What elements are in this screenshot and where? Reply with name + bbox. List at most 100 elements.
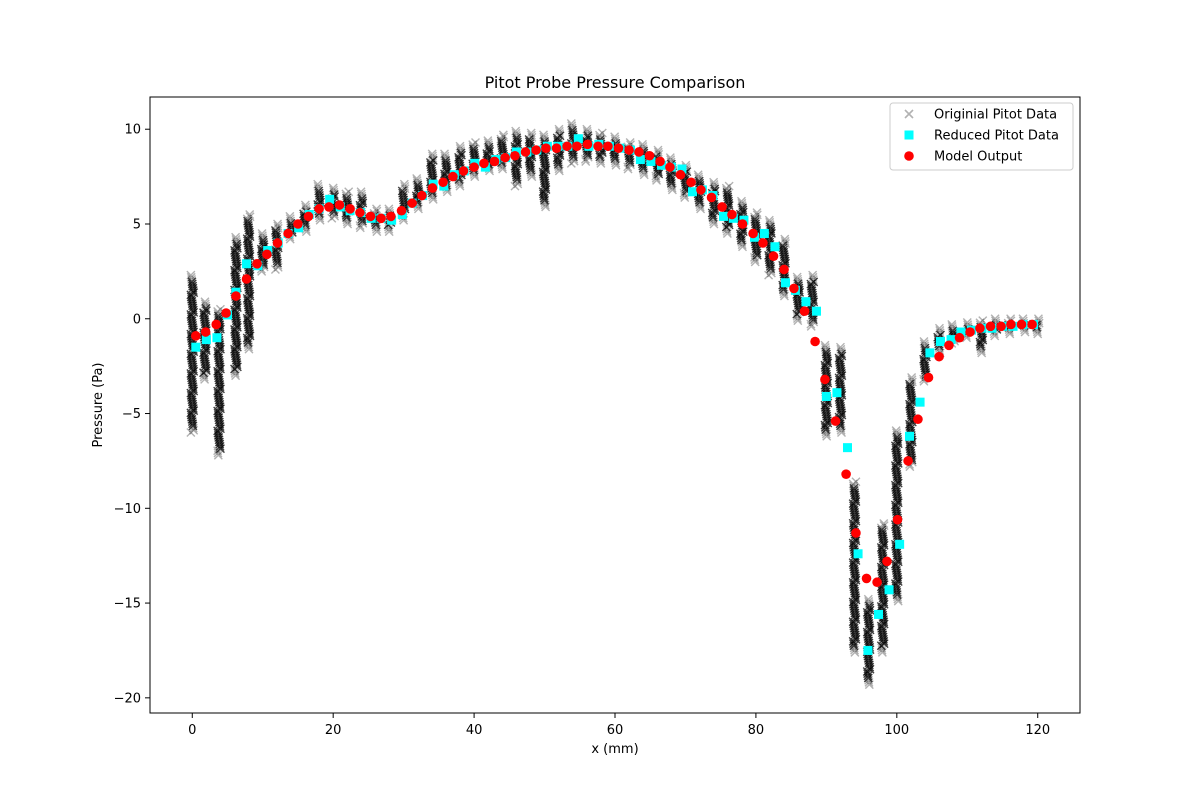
original-data-point <box>213 448 223 458</box>
model-output-point <box>644 150 655 161</box>
original-data-point <box>779 291 789 301</box>
model-output-point <box>830 416 841 426</box>
reduced-data-point <box>821 391 831 401</box>
model-output-point <box>562 141 572 152</box>
model-output-point <box>407 198 417 208</box>
original-data-point <box>230 368 240 378</box>
model-output-point <box>603 141 613 152</box>
original-data-point <box>907 375 917 385</box>
original-data-point <box>230 364 240 374</box>
original-data-point <box>893 496 903 506</box>
model-output-point <box>190 331 201 341</box>
original-data-point <box>215 402 225 412</box>
original-data-point <box>215 342 225 352</box>
original-data-point <box>470 137 480 147</box>
original-data-point <box>779 289 789 299</box>
reduced-data-point <box>956 327 966 337</box>
original-data-point <box>384 224 394 234</box>
original-data-point <box>611 160 621 170</box>
original-data-cluster <box>186 270 199 437</box>
original-data-point <box>610 154 620 164</box>
original-data-point <box>499 132 509 142</box>
model-output-point <box>913 414 923 425</box>
original-data-point <box>849 643 859 653</box>
original-data-point <box>358 218 368 228</box>
original-data-point <box>851 494 861 504</box>
original-data-cluster <box>707 177 720 229</box>
model-output-point <box>799 306 810 316</box>
original-data-point <box>935 328 945 338</box>
original-data-point <box>708 215 718 225</box>
original-data-point <box>456 148 466 158</box>
model-output-point <box>376 213 386 224</box>
original-data-point <box>327 213 337 223</box>
original-data-point <box>315 213 325 223</box>
original-data-point <box>232 241 242 251</box>
y-tick-label: −10 <box>114 502 141 517</box>
original-data-point <box>809 317 819 327</box>
original-data-point <box>384 227 394 237</box>
original-data-point <box>555 129 565 139</box>
original-data-point <box>581 156 591 166</box>
original-data-point <box>849 641 859 651</box>
model-output-point <box>334 200 345 210</box>
original-data-point <box>639 168 649 178</box>
model-output-point <box>985 321 996 332</box>
model-output-point <box>417 190 427 201</box>
original-data-point <box>301 224 311 234</box>
original-data-point <box>245 249 255 259</box>
original-data-point <box>596 158 606 168</box>
original-data-point <box>667 183 677 193</box>
original-data-point <box>580 154 590 164</box>
original-data-point <box>270 264 280 274</box>
original-data-point <box>877 647 887 657</box>
original-data-point <box>863 673 873 683</box>
model-output-point <box>789 283 799 294</box>
original-data-point <box>850 647 860 657</box>
original-data-point <box>977 333 987 343</box>
original-data-point <box>850 645 860 655</box>
model-output-point <box>531 145 541 155</box>
reduced-data-point <box>895 539 905 549</box>
original-data-point <box>512 137 522 147</box>
model-output-point <box>396 205 407 216</box>
original-data-point <box>301 227 311 237</box>
original-data-point <box>201 363 211 373</box>
original-data-point <box>837 368 846 378</box>
original-data-point <box>273 221 283 231</box>
model-output-point <box>923 372 934 383</box>
original-data-point <box>907 395 917 405</box>
original-data-point <box>893 456 903 466</box>
original-data-point <box>510 181 520 191</box>
model-output-point <box>779 264 789 275</box>
original-data-point <box>186 427 196 437</box>
original-data-point <box>199 370 209 380</box>
original-data-point <box>188 384 198 394</box>
original-data-point <box>215 421 225 431</box>
original-data-point <box>230 366 240 376</box>
reduced-data-point <box>832 388 842 398</box>
original-data-point <box>652 175 662 185</box>
original-data-point <box>554 166 564 176</box>
reduced-data-point <box>325 194 335 204</box>
original-data-point <box>189 425 199 435</box>
original-data-point <box>877 645 887 655</box>
model-output-point <box>551 143 562 153</box>
original-data-point <box>736 235 746 245</box>
model-output-point <box>252 258 262 269</box>
original-data-point <box>527 130 536 140</box>
original-data-point <box>526 128 536 138</box>
model-output-point <box>903 456 913 466</box>
original-data-point <box>779 287 789 297</box>
reduced-data-point <box>874 609 883 619</box>
original-data-point <box>837 427 846 437</box>
model-output-point <box>262 249 272 260</box>
original-data-point <box>893 555 903 565</box>
original-data-point <box>836 425 846 435</box>
original-data-point <box>583 131 593 141</box>
x-tick-label: 40 <box>466 723 483 738</box>
model-output-point <box>686 177 696 188</box>
model-output-point <box>975 323 985 334</box>
original-data-point <box>188 421 198 431</box>
x-axis-label: x (mm) <box>591 742 638 757</box>
